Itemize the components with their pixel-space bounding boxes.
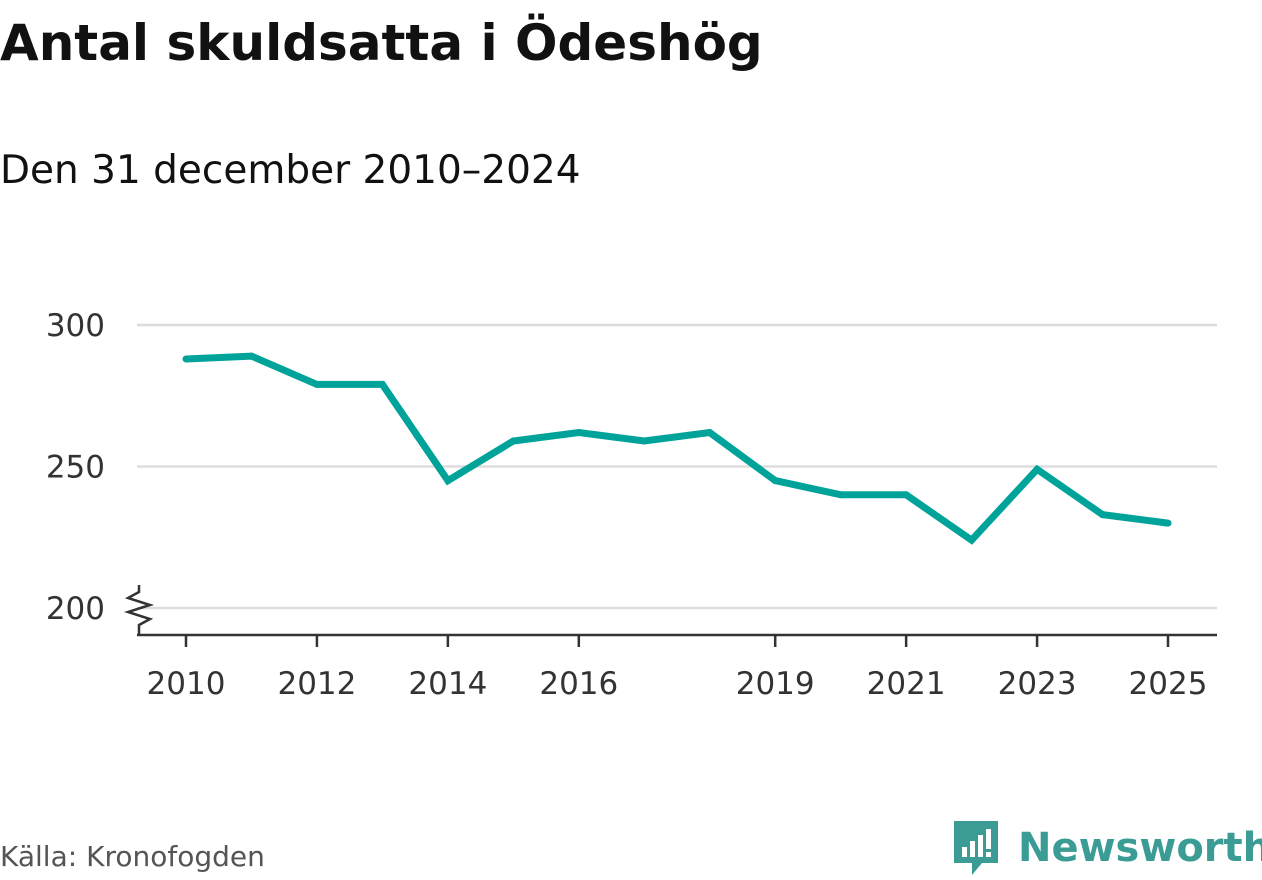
data-point-2011 bbox=[247, 352, 255, 360]
y-tick-label: 300 bbox=[46, 308, 105, 344]
data-point-2020 bbox=[837, 491, 845, 499]
x-tick-label: 2021 bbox=[867, 666, 946, 702]
chart-title: Antal skuldsatta i Ödeshög bbox=[0, 14, 763, 72]
data-point-2015 bbox=[509, 437, 517, 445]
newsworthy-logo-icon bbox=[954, 821, 998, 875]
x-tick-label: 2019 bbox=[736, 666, 815, 702]
y-tick-label: 200 bbox=[46, 591, 105, 627]
x-tick-label: 2010 bbox=[147, 666, 226, 702]
x-axis bbox=[137, 633, 1217, 647]
data-point-2012 bbox=[313, 380, 321, 388]
source-note: Källa: Kronofogden bbox=[0, 840, 265, 873]
x-tick-label: 2016 bbox=[539, 666, 618, 702]
data-point-2021 bbox=[902, 491, 910, 499]
gridlines bbox=[137, 323, 1217, 610]
y-axis: 200 250 300 bbox=[46, 308, 105, 627]
chart-subtitle: Den 31 december 2010–2024 bbox=[0, 148, 581, 193]
data-point-2013 bbox=[378, 380, 386, 388]
axis-break-icon bbox=[123, 585, 155, 635]
data-point-2022 bbox=[968, 536, 976, 544]
data-point-2025 bbox=[1164, 519, 1172, 527]
data-point-2023 bbox=[1033, 465, 1041, 473]
data-point-2014 bbox=[444, 477, 452, 485]
data-point-2018 bbox=[706, 429, 714, 437]
x-tick-label: 2023 bbox=[998, 666, 1077, 702]
data-point-2010 bbox=[182, 355, 190, 363]
data-points bbox=[182, 352, 1172, 544]
data-point-2024 bbox=[1099, 511, 1107, 519]
data-point-2016 bbox=[575, 429, 583, 437]
x-tick-label: 2014 bbox=[408, 666, 487, 702]
x-tick-label: 2012 bbox=[277, 666, 356, 702]
data-point-2019 bbox=[771, 477, 779, 485]
x-axis-labels: 2010 2012 2014 2016 2019 2021 2023 2025 bbox=[147, 666, 1208, 702]
series-line bbox=[185, 352, 1169, 545]
brand-name: Newsworthy bbox=[1018, 825, 1262, 871]
brand-logo: Newsworthy bbox=[950, 816, 1262, 880]
y-tick-label: 250 bbox=[46, 450, 105, 486]
x-tick-label: 2025 bbox=[1129, 666, 1208, 702]
data-point-2017 bbox=[640, 437, 648, 445]
